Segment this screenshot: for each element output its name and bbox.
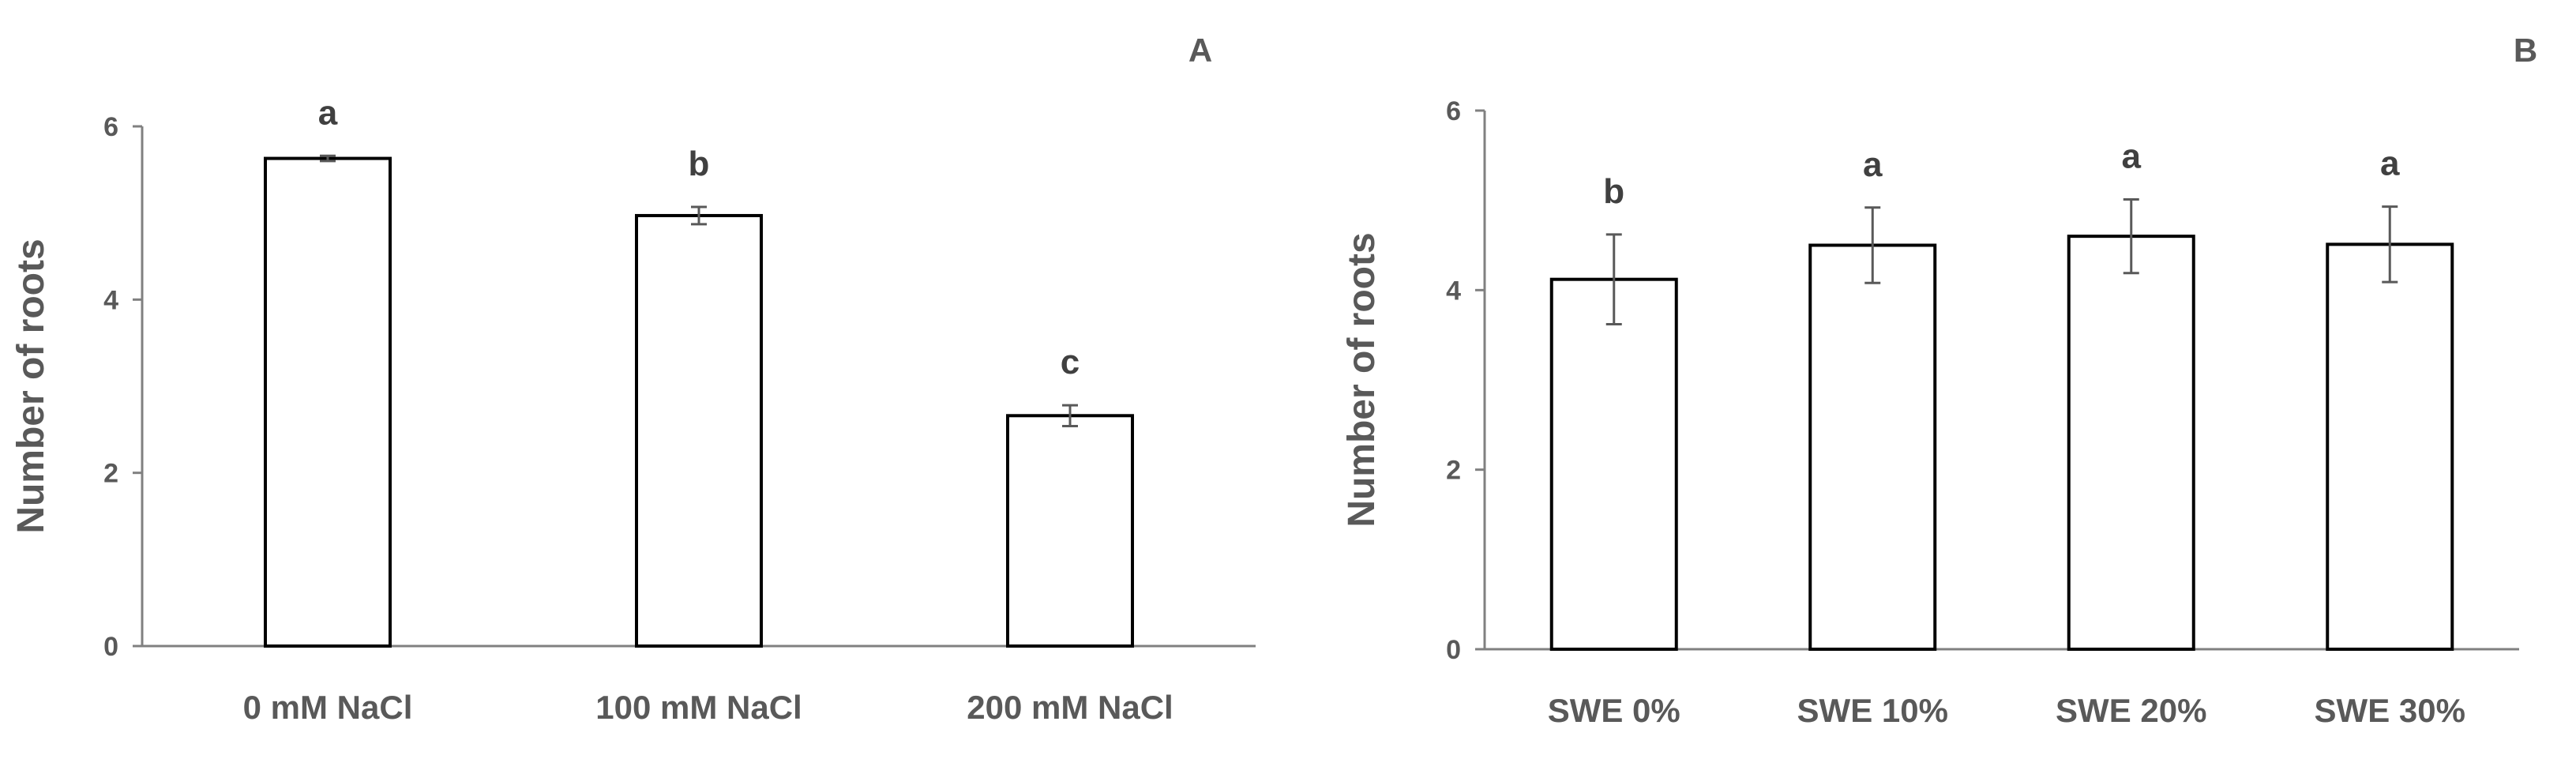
panel-a-y-tick-label: 4 [103, 285, 118, 315]
panel-a-letter: A [1188, 32, 1212, 69]
panel-a-y-axis-title: Number of roots [10, 239, 52, 533]
panel-b-significance-label: a [1863, 145, 1883, 184]
panel-a-y-tick-label: 0 [103, 632, 118, 662]
panel-a-bar [264, 156, 392, 648]
panel-b-category-label: SWE 0% [1548, 692, 1680, 729]
panel-b-y-tick-label: 2 [1446, 456, 1461, 486]
panel-b-bar [1808, 243, 1937, 651]
panel-a-category-label: 200 mM NaCl [967, 689, 1173, 726]
panel-b-y-tick-label: 4 [1446, 276, 1461, 306]
panel-a-bar [635, 213, 763, 648]
panel-b-bar [1549, 277, 1678, 651]
panel-a-bar [1006, 414, 1134, 648]
panel-a-significance-label: a [318, 93, 338, 132]
panel-b-significance-label: b [1603, 172, 1624, 211]
panel-b-y-tick-label: 6 [1446, 96, 1461, 126]
panel-b-category-label: SWE 30% [2315, 692, 2465, 729]
panel-b-bar [2067, 235, 2195, 651]
panel-b-significance-label: a [2380, 145, 2400, 183]
panel-a-significance-label: b [689, 145, 710, 183]
panel-a-category-label: 0 mM NaCl [243, 689, 413, 726]
panel-b-y-tick-label: 0 [1446, 635, 1461, 665]
panel-b-category-label: SWE 10% [1797, 692, 1948, 729]
panel-a-significance-label: c [1061, 343, 1080, 381]
panel-b-category-label: SWE 20% [2056, 692, 2206, 729]
panel-a-y-tick-label: 6 [103, 112, 118, 142]
panel-b-letter: B [2514, 32, 2537, 69]
panel-b-y-axis-title: Number of roots [1341, 232, 1383, 527]
panel-b-significance-label: a [2122, 137, 2142, 176]
panel-a-category-label: 100 mM NaCl [595, 689, 802, 726]
panel-a-y-tick-label: 2 [103, 459, 118, 489]
panel-b-bar [2326, 242, 2454, 651]
